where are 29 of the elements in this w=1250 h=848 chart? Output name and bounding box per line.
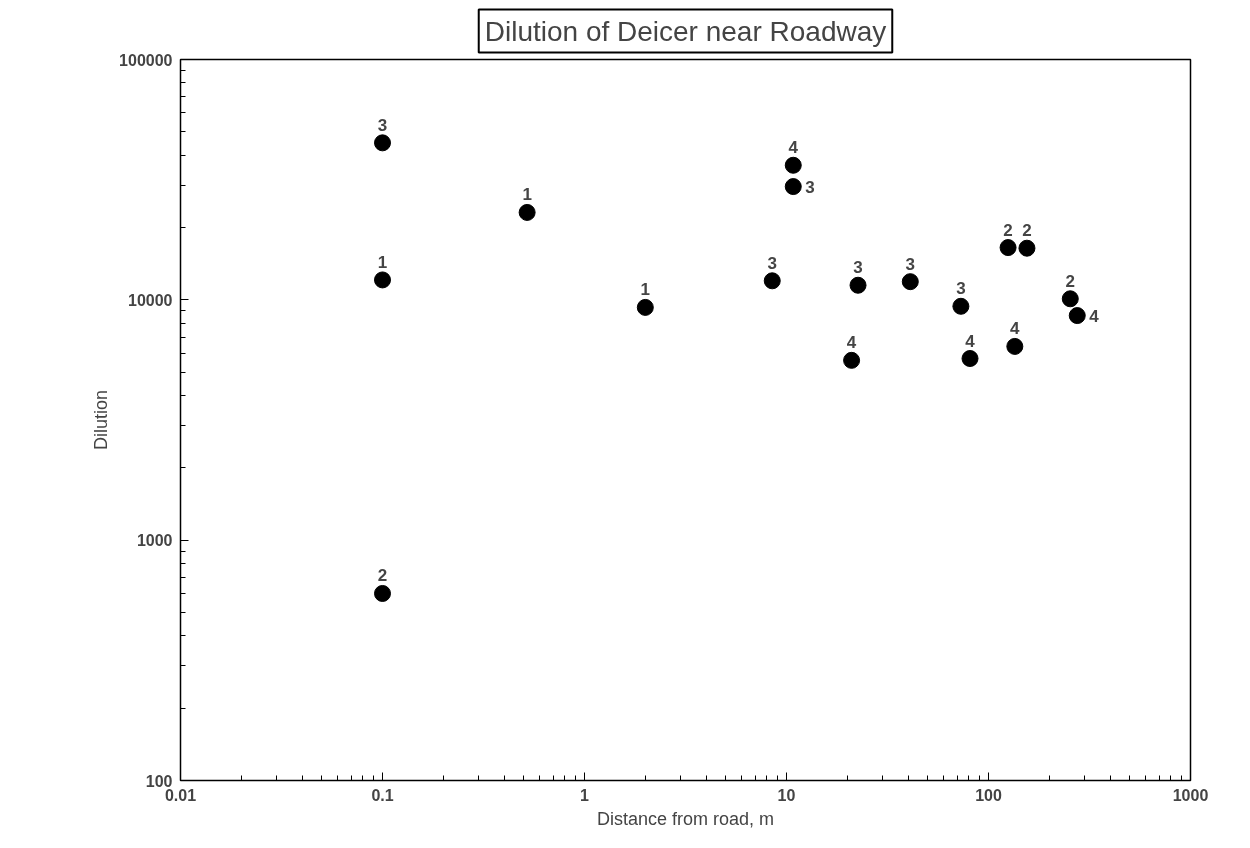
annotation: 4 xyxy=(1089,306,1100,326)
y-tick-label: 100000 xyxy=(119,51,173,69)
chart-title: Dilution of Deicer near Roadway xyxy=(484,15,887,47)
annotation: 3 xyxy=(805,177,815,197)
annotation: 1 xyxy=(522,185,532,205)
annotation: 4 xyxy=(1010,319,1021,339)
annotation: 2 xyxy=(1003,220,1013,240)
annotation: 3 xyxy=(767,253,777,273)
y-axis-title: Dilution xyxy=(91,389,112,451)
annotation: 3 xyxy=(956,279,966,299)
annotation: 1 xyxy=(640,280,651,300)
annotation: 2 xyxy=(377,566,388,586)
x-tick-label: 100 xyxy=(975,786,1002,804)
y-tick-label: 10000 xyxy=(128,291,173,309)
annotation: 4 xyxy=(846,333,857,353)
annotation: 4 xyxy=(788,138,799,158)
x-tick-label: 1 xyxy=(580,786,590,804)
x-axis-title: Distance from road, m xyxy=(596,808,775,829)
annotation: 3 xyxy=(853,258,863,278)
x-tick-label: 10 xyxy=(777,786,796,804)
x-tick-label: 1000 xyxy=(1172,786,1209,804)
annotation: 2 xyxy=(1065,271,1076,291)
annotation: 4 xyxy=(965,331,976,351)
annotation: 3 xyxy=(377,115,388,135)
annotation: 3 xyxy=(905,254,916,274)
y-tick-label: 1000 xyxy=(136,532,173,550)
x-tick-label: 0.1 xyxy=(371,786,394,804)
annotation: 2 xyxy=(1022,221,1032,241)
annotation: 1 xyxy=(377,252,388,272)
